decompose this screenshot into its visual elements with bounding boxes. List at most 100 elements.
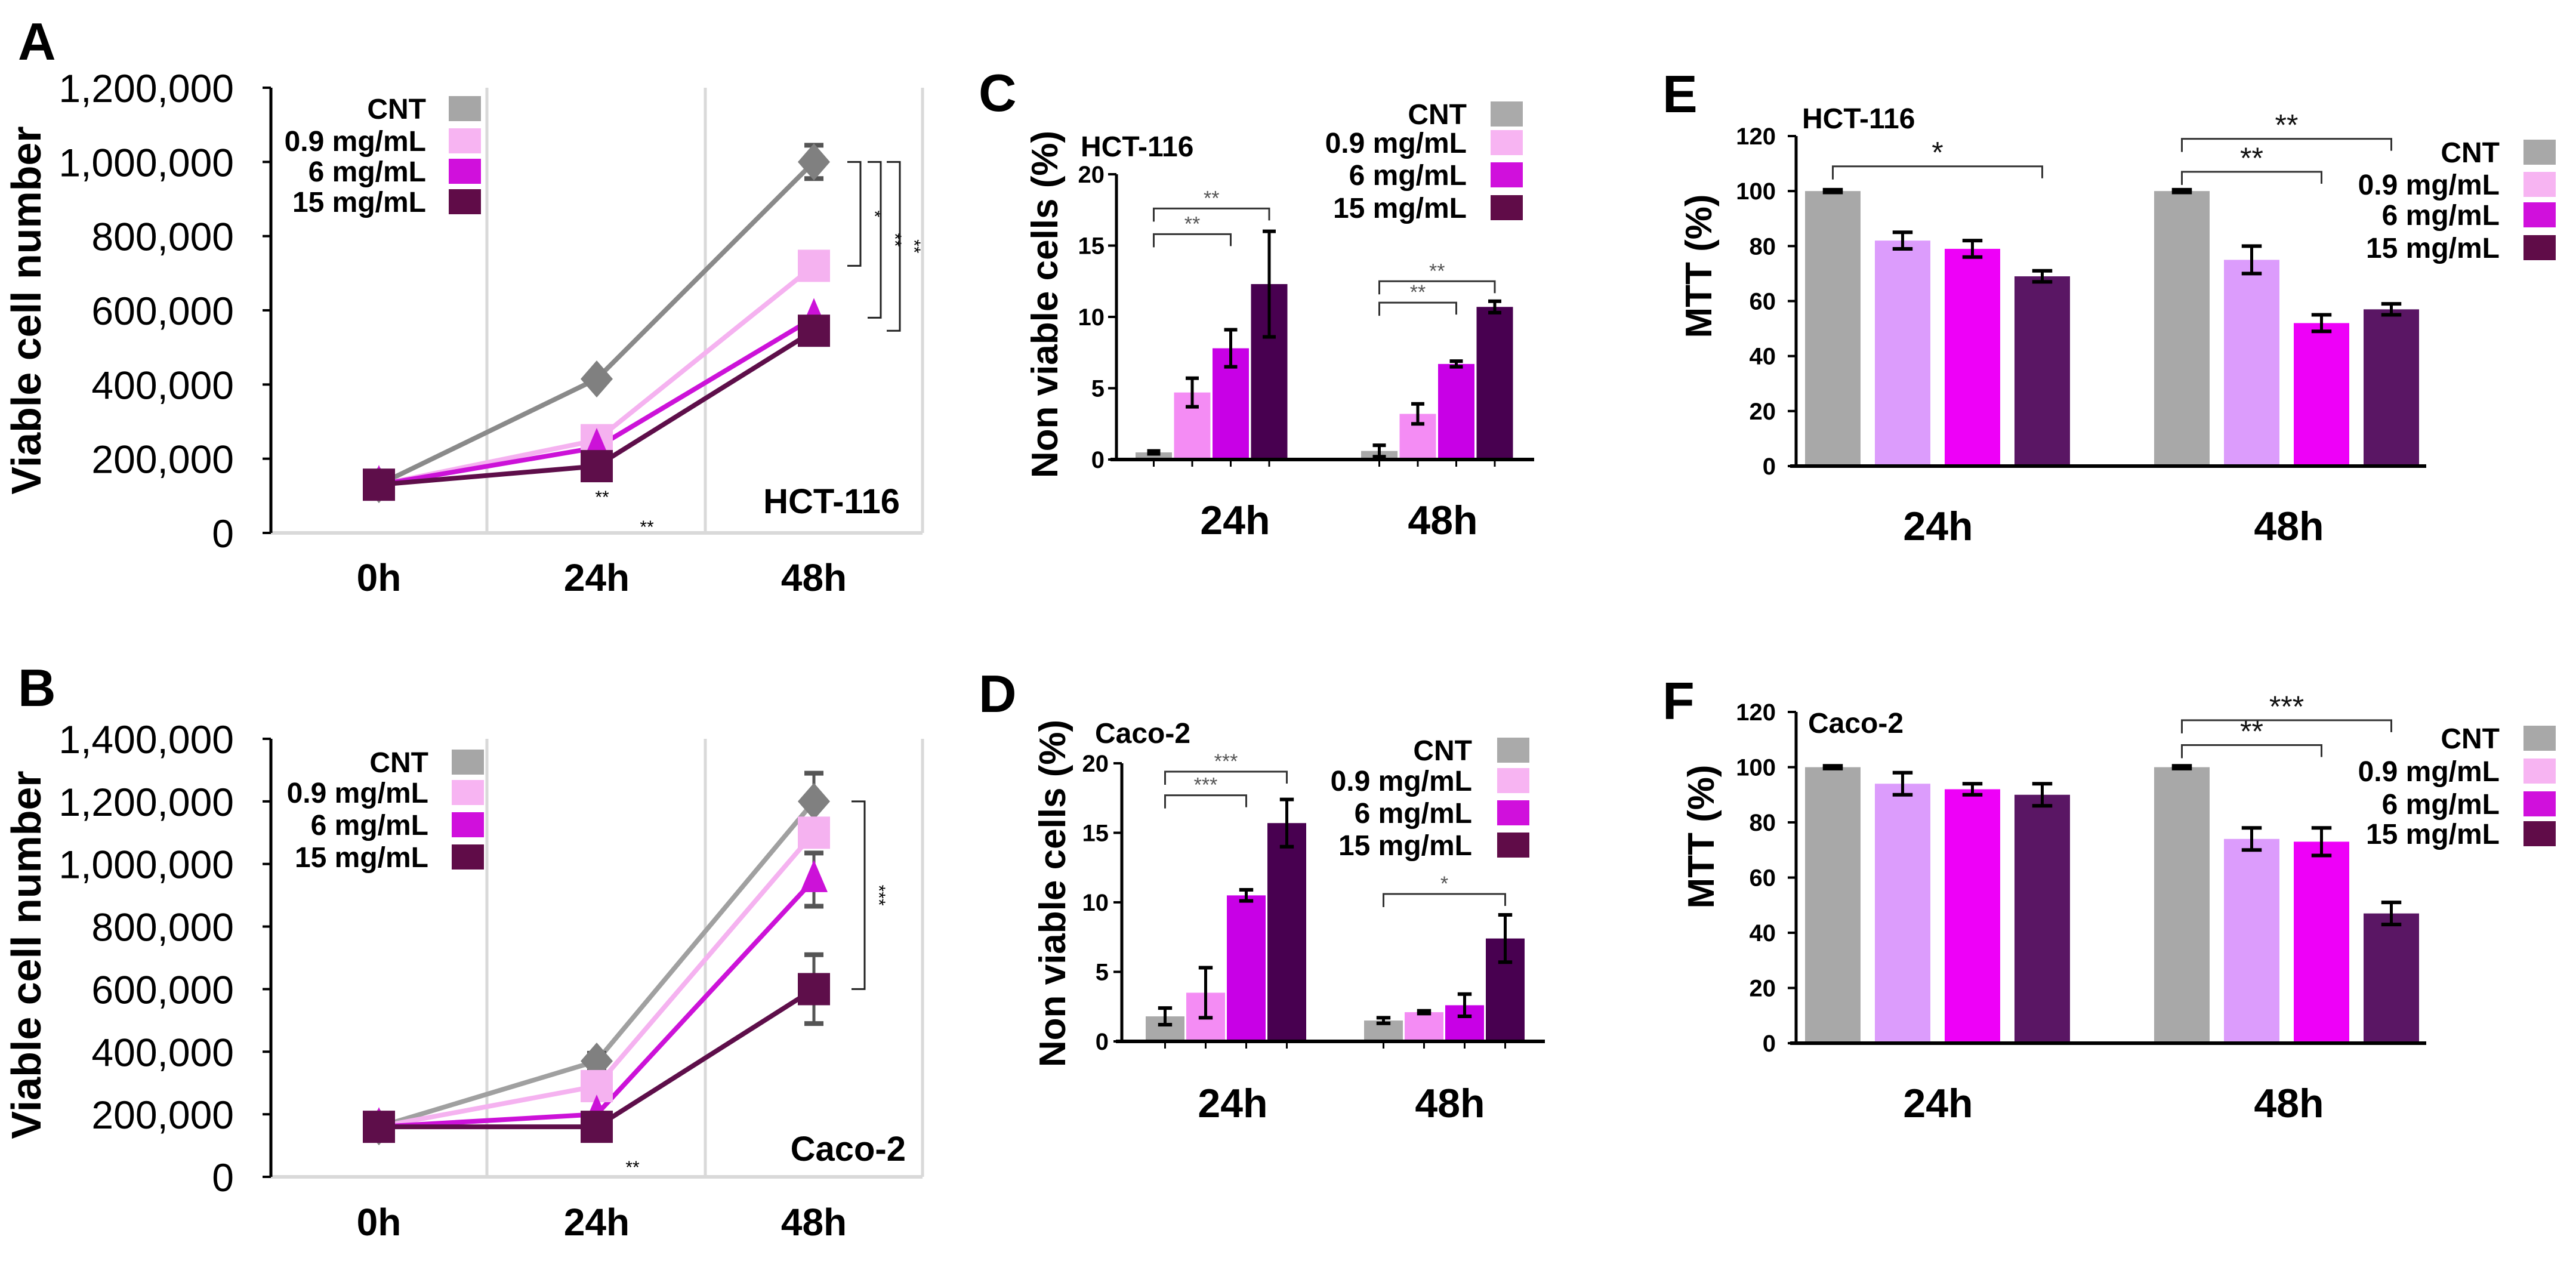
significance-bracket — [1164, 794, 1247, 809]
y-tick-label: 600,000 — [91, 967, 234, 1012]
y-tick-label: 40 — [1750, 344, 1776, 370]
significance-bracket — [868, 161, 882, 319]
legend-swatch — [452, 812, 484, 837]
y-axis-label: Non viable cells (%) — [1025, 131, 1066, 478]
bar — [1875, 241, 1930, 464]
significance-bracket — [2181, 719, 2392, 733]
panel-b: B Viable cell number 0 200,000 400,000 600,00… — [3, 658, 924, 1244]
bar — [1227, 895, 1266, 1040]
data-point-diamond — [798, 143, 830, 181]
cell-line-label: Caco-2 — [1095, 718, 1190, 750]
legend-swatch — [1491, 162, 1523, 187]
legend-swatch — [449, 189, 481, 214]
legend-swatch — [2523, 726, 2556, 751]
data-point-square — [798, 816, 830, 849]
y-tick-label: 80 — [1750, 233, 1776, 260]
legend-label: CNT — [2441, 137, 2500, 169]
x-tick-label: 24h — [1903, 1081, 1973, 1126]
y-tick-label: 1,200,000 — [58, 780, 234, 824]
y-tick-label: 20 — [1750, 399, 1776, 425]
bar — [2294, 323, 2349, 464]
y-tick-label: 1,400,000 — [58, 717, 234, 761]
legend-label: 15 mg/mL — [295, 842, 428, 874]
y-tick-label: 100 — [1736, 178, 1776, 205]
significance-stars: ** — [625, 1158, 640, 1177]
significance-bracket — [1378, 301, 1457, 316]
x-tick-label: 24h — [564, 556, 630, 599]
significance-stars: ** — [885, 233, 905, 247]
significance-bracket — [1378, 280, 1496, 295]
significance-stars: ** — [1204, 187, 1219, 209]
significance-stars: * — [865, 211, 884, 218]
x-tick-label: 24h — [1903, 504, 1973, 549]
y-tick-label: 600,000 — [91, 289, 234, 333]
y-tick-label: 20 — [1082, 751, 1109, 777]
significance-stars: ** — [595, 488, 609, 507]
x-tick-label: 0h — [357, 556, 402, 599]
legend-label: 15 mg/mL — [2366, 819, 2500, 850]
legend-label: 0.9 mg/mL — [285, 126, 426, 158]
y-tick-label: 1,000,000 — [58, 843, 234, 887]
bar — [1805, 767, 1861, 1041]
y-tick-label: 10 — [1078, 304, 1105, 331]
bar — [2224, 838, 2279, 1041]
legend-swatch — [452, 750, 484, 775]
cell-line-label: Caco-2 — [1808, 708, 1904, 739]
legend-label: 15 mg/mL — [1333, 193, 1467, 224]
cell-line-label: HCT-116 — [1081, 131, 1193, 163]
significance-stars: ** — [2275, 109, 2299, 142]
bar — [2154, 191, 2210, 464]
y-axis-label: MTT (%) — [1679, 194, 1720, 338]
legend-swatch — [1497, 833, 1529, 858]
panel-letter: D — [979, 664, 1017, 723]
legend-swatch — [449, 96, 481, 121]
y-tick-label: 80 — [1750, 810, 1776, 836]
significance-bracket — [1153, 207, 1270, 222]
y-tick-label: 40 — [1750, 920, 1776, 946]
significance-stars: *** — [1214, 750, 1238, 773]
x-tick-label: 48h — [781, 556, 847, 599]
y-tick-label: 400,000 — [91, 1030, 234, 1074]
significance-bracket — [2181, 171, 2322, 185]
x-tick-label: 48h — [2254, 504, 2324, 549]
y-tick-label: 1,200,000 — [58, 66, 234, 110]
significance-stars: ** — [904, 239, 924, 254]
y-axis-label: Non viable cells (%) — [1032, 720, 1073, 1067]
data-point-square — [581, 450, 613, 483]
y-tick-label: 120 — [1736, 124, 1776, 150]
significance-bracket — [1832, 165, 2043, 180]
legend-swatch — [452, 844, 484, 870]
bar — [1476, 307, 1513, 458]
y-tick-label: 0 — [1763, 454, 1776, 480]
legend-swatch — [449, 128, 481, 153]
significance-bracket — [1153, 233, 1232, 248]
y-tick-label: 1,000,000 — [58, 140, 234, 184]
legend-swatch — [1497, 768, 1529, 793]
legend-label: CNT — [369, 747, 428, 779]
y-tick-label: 0 — [212, 1155, 234, 1200]
cell-line-label: Caco-2 — [791, 1130, 906, 1168]
legend-label: 15 mg/mL — [1338, 830, 1472, 862]
significance-stars: *** — [869, 885, 889, 906]
y-tick-label: 0 — [1096, 1029, 1109, 1055]
data-point-triangle — [800, 859, 828, 892]
y-tick-label: 0 — [1091, 447, 1105, 473]
panel-letter: F — [1662, 671, 1695, 730]
bar — [1438, 363, 1474, 458]
legend-swatch — [2523, 759, 2556, 784]
y-tick-label: 5 — [1091, 376, 1105, 402]
data-point-diamond — [581, 360, 613, 398]
legend-swatch — [2523, 172, 2556, 197]
y-tick-label: 200,000 — [91, 437, 234, 482]
bar — [1805, 191, 1861, 464]
x-tick-label: 24h — [1200, 498, 1270, 543]
y-tick-label: 20 — [1078, 162, 1105, 188]
data-point-square — [363, 1111, 395, 1143]
bar — [1405, 1012, 1443, 1040]
significance-bracket — [852, 800, 866, 990]
bar — [2154, 767, 2210, 1041]
data-point-square — [798, 249, 830, 282]
panel-letter: B — [18, 658, 56, 717]
